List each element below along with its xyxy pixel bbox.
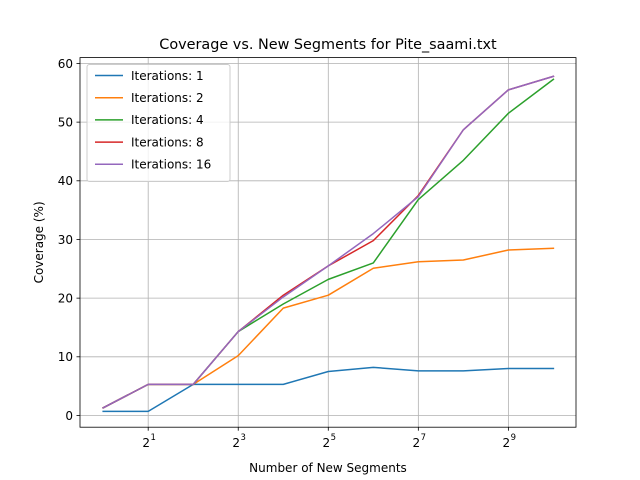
x-tick-exponent: 9 xyxy=(511,433,516,443)
x-tick-exponent: 3 xyxy=(241,433,246,443)
x-tick-label: 2 xyxy=(232,436,240,450)
y-axis-label: Coverage (%) xyxy=(32,201,46,283)
chart-title: Coverage vs. New Segments for Pite_saami… xyxy=(159,37,497,53)
x-tick-exponent: 5 xyxy=(331,433,336,443)
legend-box xyxy=(86,64,231,182)
y-tick-label: 50 xyxy=(58,115,73,129)
x-tick-exponent: 1 xyxy=(150,433,155,443)
legend-label: Iterations: 2 xyxy=(131,91,204,105)
series-line-1 xyxy=(102,366,555,413)
y-tick-label: 10 xyxy=(58,350,73,364)
x-tick-exponent: 7 xyxy=(421,433,426,443)
legend-label: Iterations: 1 xyxy=(131,69,204,83)
x-axis-label: Number of New Segments xyxy=(249,461,407,475)
y-tick-label: 0 xyxy=(65,409,73,423)
x-tick-label: 2 xyxy=(503,436,511,450)
y-tick-label: 20 xyxy=(58,291,73,305)
legend-label: Iterations: 8 xyxy=(131,135,204,149)
grid xyxy=(80,57,576,428)
legend-label: Iterations: 16 xyxy=(131,158,211,172)
series-line-5 xyxy=(102,75,555,409)
x-tick-label: 2 xyxy=(142,436,150,450)
y-tick-label: 30 xyxy=(58,233,73,247)
x-tick-label: 2 xyxy=(413,436,421,450)
legend-label: Iterations: 4 xyxy=(131,113,204,127)
y-tick-label: 40 xyxy=(58,174,73,188)
series-lines xyxy=(102,75,555,413)
x-tick-label: 2 xyxy=(322,436,330,450)
legend: Iterations: 1 Iterations: 2 Iterations: 4 I… xyxy=(86,64,231,182)
y-tick-label: 60 xyxy=(58,57,73,71)
